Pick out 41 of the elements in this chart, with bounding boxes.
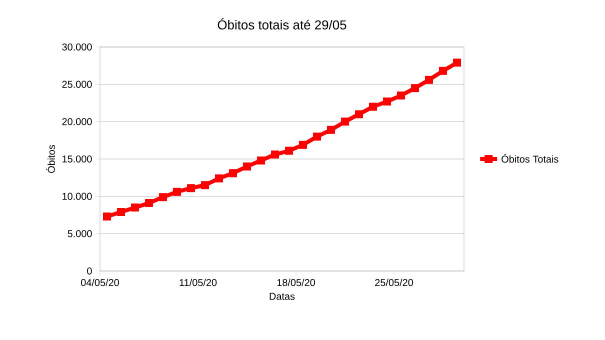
point: [201, 181, 209, 190]
y-tick-label: 0: [87, 267, 92, 275]
point: [117, 208, 125, 216]
point: [439, 66, 448, 75]
point: [341, 118, 350, 126]
point: [187, 184, 195, 192]
x-axis-title: Datas: [270, 292, 295, 300]
point: [257, 156, 266, 164]
point: [285, 146, 294, 155]
x-tick-label: 18/05/20: [277, 278, 316, 286]
point: [397, 92, 406, 100]
point: [131, 204, 139, 212]
point: [453, 58, 462, 67]
point: [411, 84, 420, 92]
point: [299, 140, 308, 149]
point: [313, 132, 322, 141]
y-tick-label: 20.000: [62, 118, 92, 126]
point: [173, 188, 181, 196]
point: [271, 150, 280, 159]
point: [327, 126, 336, 134]
point: [425, 76, 434, 84]
y-tick-label: 10.000: [62, 192, 92, 200]
point: [229, 169, 238, 178]
point: [145, 199, 153, 208]
point: [243, 162, 252, 170]
chart-title: Óbitos totais até 29/05: [218, 18, 346, 30]
x-tick-label: 11/05/20: [180, 278, 217, 286]
point: [369, 102, 378, 111]
y-axis-title: Óbitos: [46, 144, 55, 173]
point: [383, 98, 392, 106]
x-tick-label: 04/05/20: [81, 278, 119, 286]
y-tick-label: 5.000: [68, 230, 92, 238]
point: [103, 212, 111, 220]
y-tick-label: 25.000: [62, 80, 92, 88]
point: [215, 174, 224, 182]
x-tick-label: 25/05/20: [375, 278, 414, 286]
point: [159, 193, 167, 202]
point: [355, 110, 364, 118]
y-tick-label: 15.000: [62, 155, 92, 163]
legend-label: Óbitos Totais: [502, 154, 558, 163]
y-tick-label: 30.000: [62, 43, 92, 51]
